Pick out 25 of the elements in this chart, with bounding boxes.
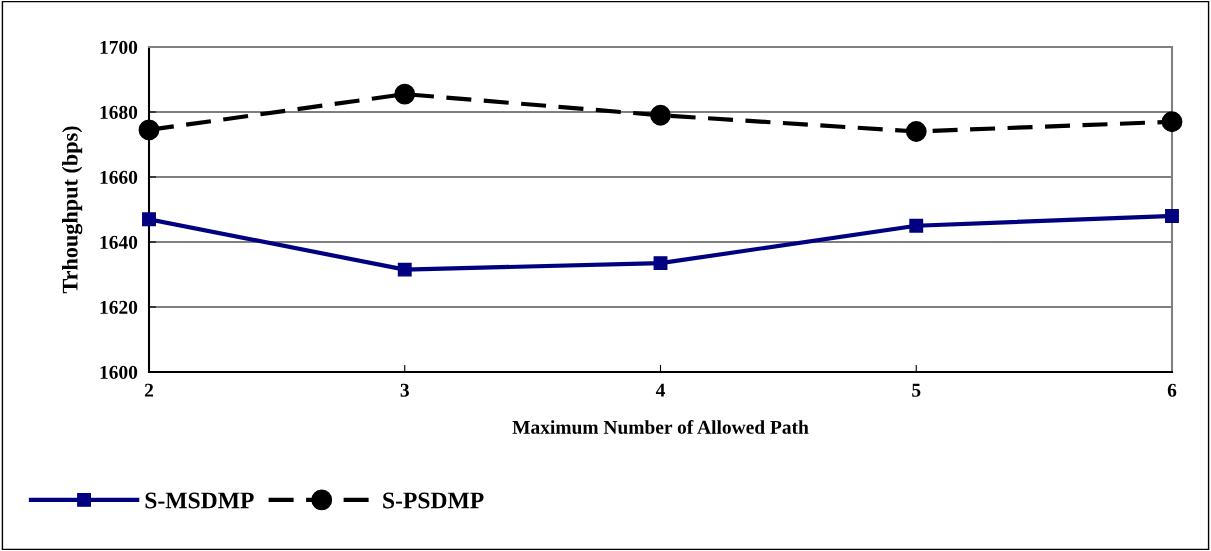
point bbox=[905, 121, 927, 142]
y-tick-label: 1660 bbox=[100, 170, 138, 184]
legend-label: S-PSDMP bbox=[383, 492, 484, 509]
point bbox=[397, 262, 412, 277]
x-tick-label: 6 bbox=[1167, 383, 1177, 397]
legend-label: S-MSDMP bbox=[145, 492, 254, 509]
y-axis-title: Trhoughput (bps) bbox=[62, 126, 83, 294]
point bbox=[394, 83, 416, 105]
x-tick-label: 2 bbox=[144, 383, 154, 397]
x-tick-label: 4 bbox=[655, 383, 665, 397]
point bbox=[138, 119, 160, 141]
y-tick-label: 1620 bbox=[100, 300, 138, 314]
y-tick-label: 1600 bbox=[100, 365, 138, 379]
point bbox=[653, 256, 668, 271]
x-tick-label: 3 bbox=[400, 383, 409, 397]
point bbox=[142, 212, 156, 227]
point bbox=[1161, 111, 1183, 133]
x-axis-title: Maximum Number of Allowed Path bbox=[512, 419, 809, 434]
y-tick-label: 1700 bbox=[100, 40, 138, 54]
point bbox=[1165, 209, 1179, 223]
point bbox=[909, 218, 924, 233]
x-tick-label: 5 bbox=[912, 383, 921, 397]
y-tick-label: 1680 bbox=[100, 105, 138, 119]
point bbox=[650, 104, 671, 126]
y-tick-label: 1640 bbox=[100, 235, 138, 249]
